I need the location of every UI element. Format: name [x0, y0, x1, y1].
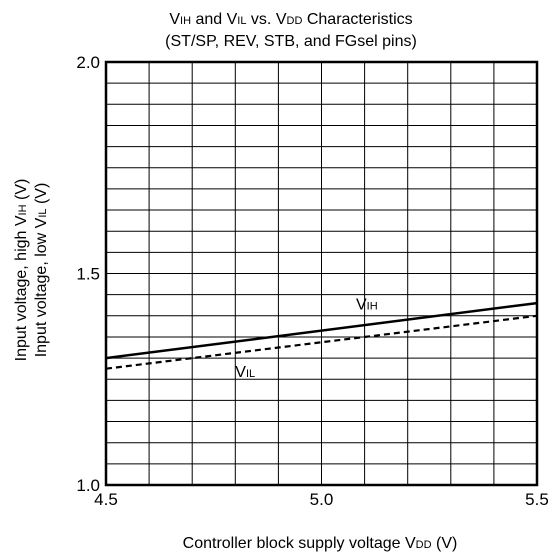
y-axis-label-low: Input voltage, low VIL (V) — [33, 183, 50, 358]
tick-labels: 4.5 5.0 5.5 1.0 1.5 2.0 — [76, 53, 548, 509]
series-label-ih: VIH — [356, 296, 378, 313]
y-tick-label: 1.5 — [76, 265, 100, 284]
x-tick-label: 4.5 — [94, 490, 118, 509]
chart-title-line-2: (ST/SP, REV, STB, and FGsel pins) — [165, 33, 417, 50]
x-tick-label: 5.5 — [525, 490, 549, 509]
y-tick-label: 2.0 — [76, 53, 100, 72]
series-line-vih — [105, 301, 538, 360]
x-axis-label: Controller block supply voltage VDD (V) — [183, 535, 458, 552]
y-tick-label: 1.0 — [76, 476, 100, 495]
y-axis-label-high: Input voltage, high VIH (V) — [13, 179, 30, 362]
x-tick-label: 5.0 — [310, 490, 334, 509]
series-line-vil — [105, 314, 538, 370]
series-label-il: VIL — [235, 364, 255, 381]
gridlines — [104, 60, 539, 487]
series-labels: VIH VIL — [235, 296, 377, 381]
chart-title-line-1: VIH and VIL vs. VDD Characteristics — [169, 11, 412, 28]
plot-frame — [104, 60, 539, 487]
series-lines — [105, 301, 538, 370]
